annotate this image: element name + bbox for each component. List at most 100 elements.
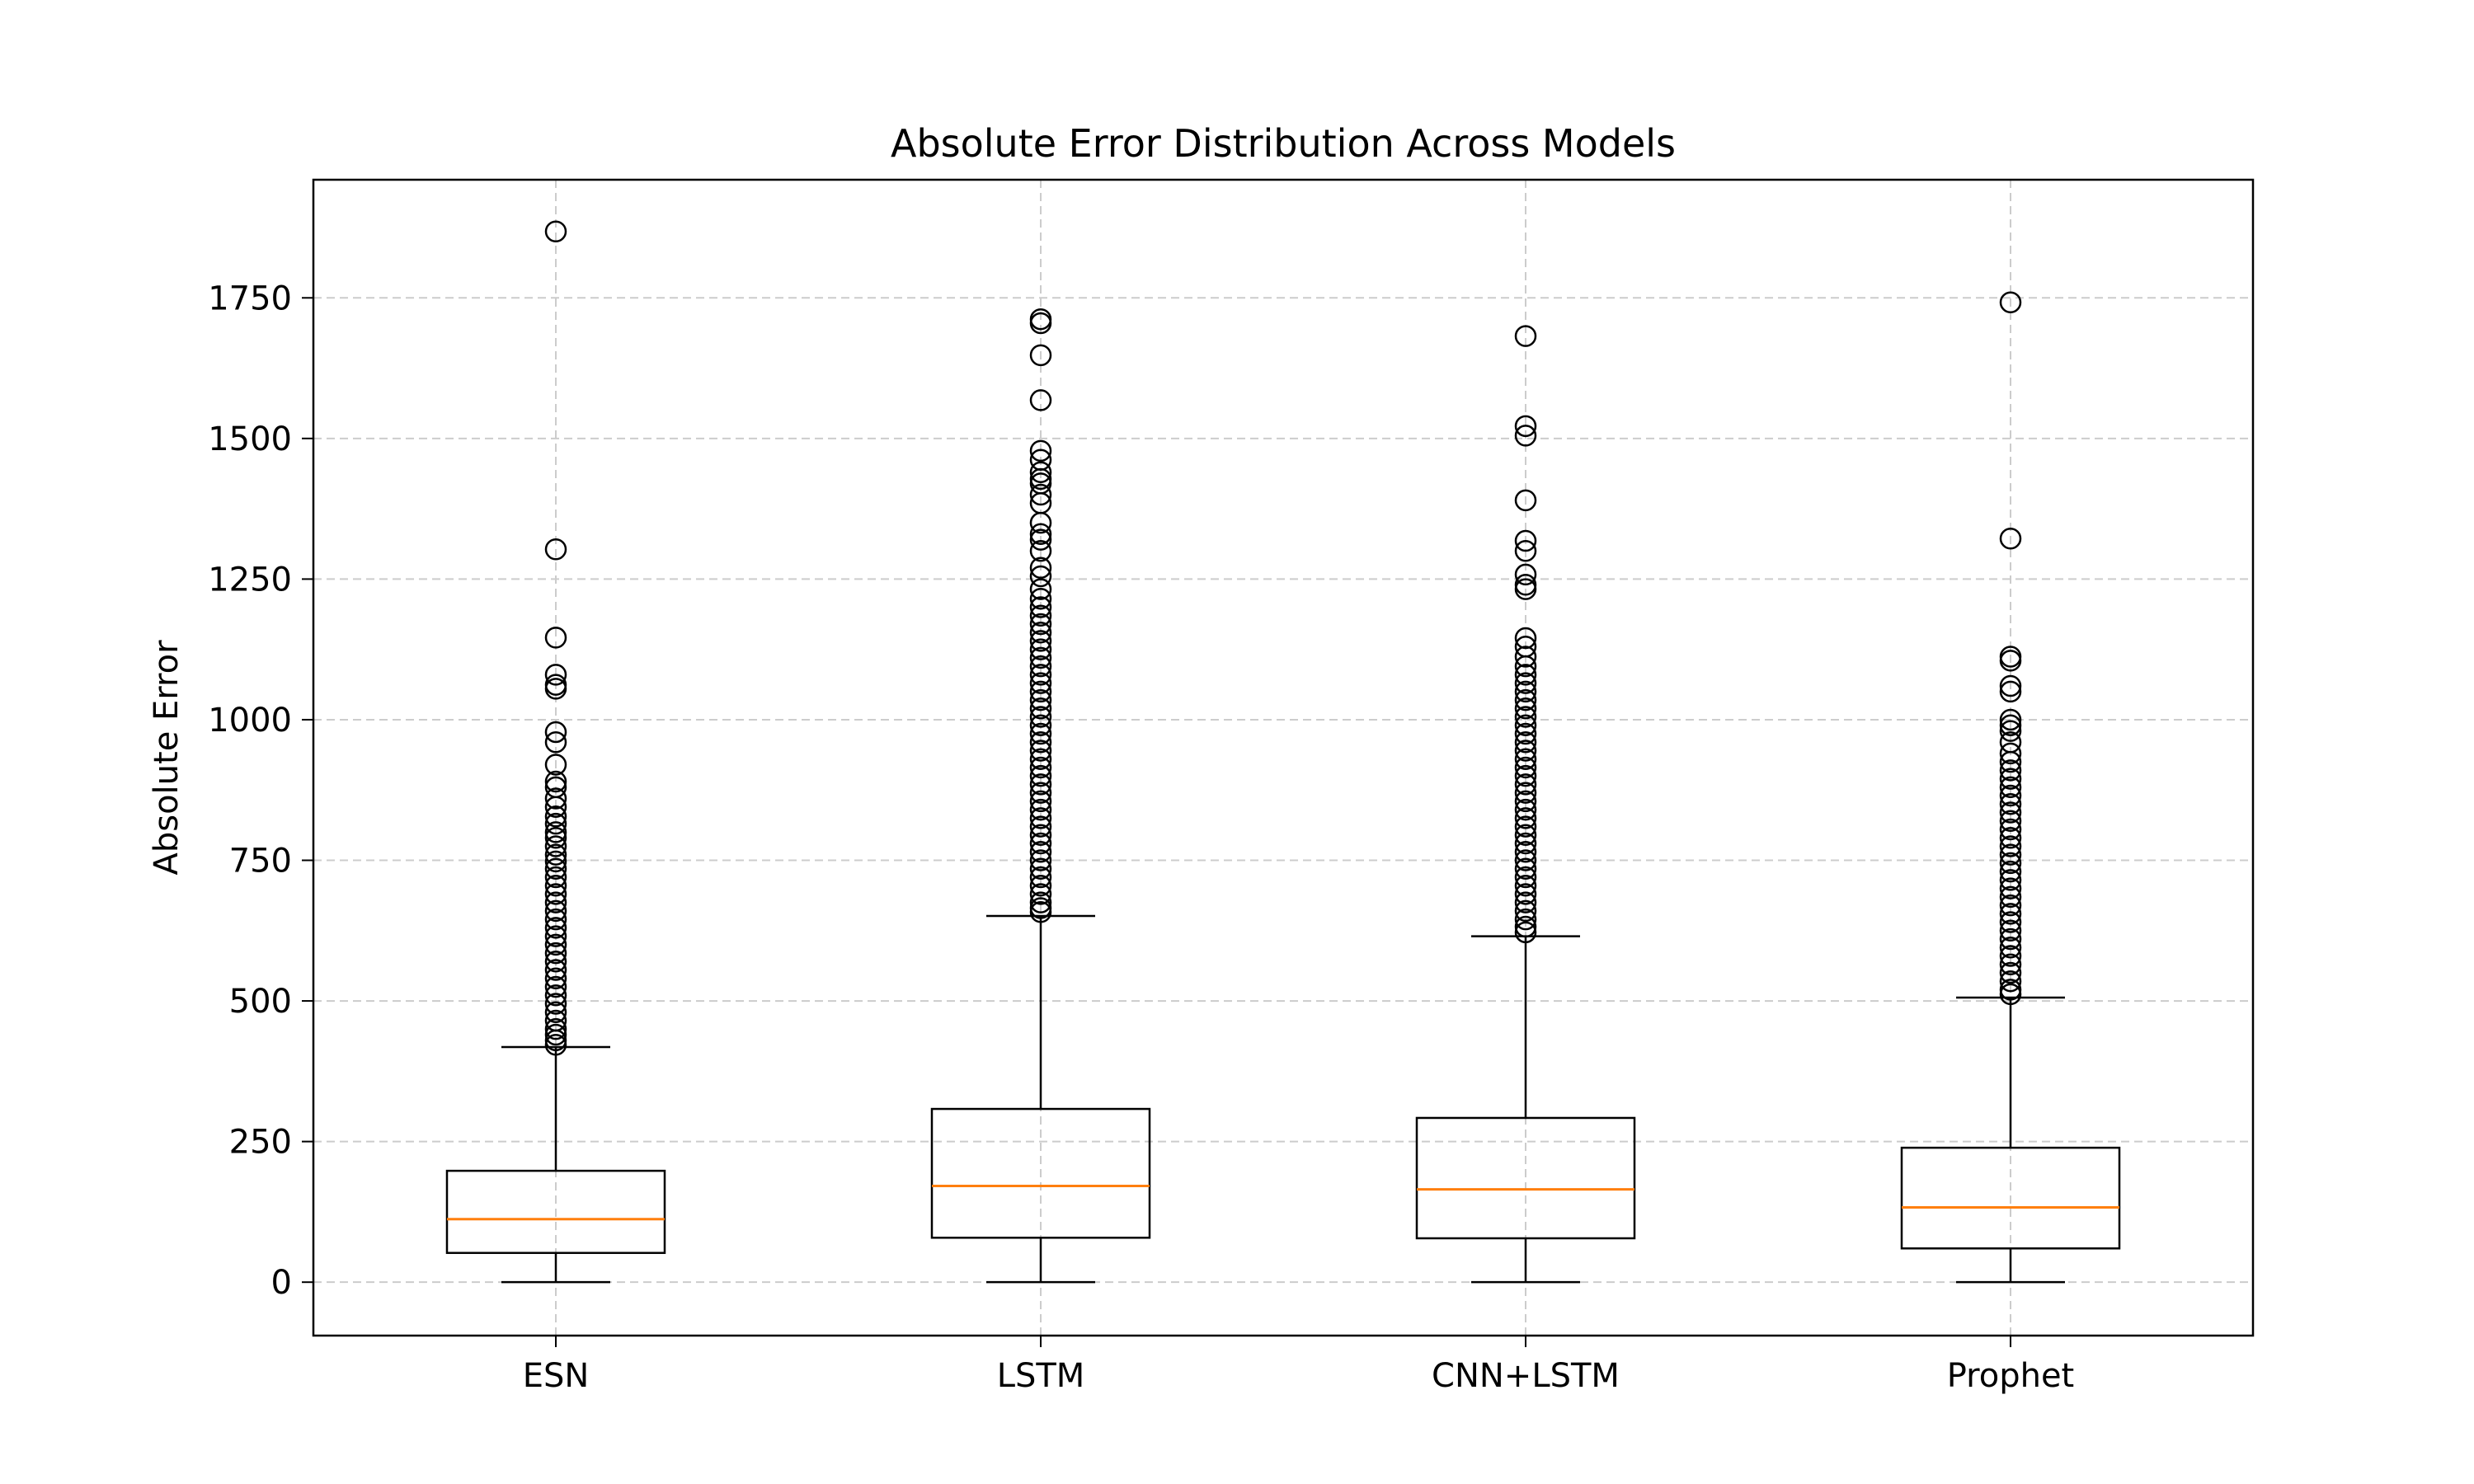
outlier-point [544,866,567,889]
outlier-point [1999,750,2022,773]
outlier-point [544,899,567,923]
outlier-point [1029,604,1052,627]
outlier-point [544,1023,567,1046]
outlier-point [1999,528,2022,550]
outlier-point [544,770,567,793]
outlier-point [1029,764,1052,787]
outlier-point [1029,540,1052,562]
outlier-point [544,984,567,1007]
outlier-point [1999,894,2022,917]
outlier-point [544,678,567,700]
outlier-point [1029,815,1052,838]
x-tick-label: ESN [523,1357,590,1395]
box-group-prophet [1900,291,2121,1284]
outlier-point [544,627,567,649]
outlier-point [1029,613,1052,636]
outlier-point [1029,655,1052,678]
outlier-point [1999,928,2022,951]
box-group-esn [445,220,666,1284]
outlier-point [1029,782,1052,804]
iqr-box [1900,1146,2121,1250]
outlier-point [1999,852,2022,875]
outlier-point [1029,722,1052,745]
outlier-point [1029,578,1052,600]
outlier-point [1999,826,2022,849]
outlier-point [1999,742,2022,765]
outlier-point [1029,646,1052,669]
outlier-point [544,664,567,686]
outlier-point [1514,915,1537,938]
iqr-box [1415,1116,1636,1240]
outlier-point [544,805,567,828]
outlier-point [1029,621,1052,644]
outlier-point [1999,708,2022,731]
outlier-point [1029,849,1052,871]
outlier-point [1514,883,1537,905]
y-tick-label: 250 [229,1124,292,1162]
outlier-point [1029,688,1052,711]
outlier-point [544,883,567,905]
outlier-point [1999,650,2022,672]
outlier-point [1514,764,1537,787]
outlier-point [1029,901,1052,923]
outlier-point [1029,565,1052,588]
outlier-point [1029,790,1052,813]
outlier-point [1999,291,2022,313]
outlier-point [544,821,567,843]
outlier-point [1514,706,1537,728]
y-tick-label: 500 [229,983,292,1021]
outlier-point [1029,748,1052,770]
outlier-point [1029,556,1052,579]
outlier-point [544,796,567,818]
outlier-point [1029,740,1052,762]
outlier-point [1999,835,2022,857]
outlier-point [1999,885,2022,909]
outlier-point [1514,782,1537,804]
outlier-point [544,917,567,939]
outlier-point [1999,869,2022,891]
outlier-point [1029,523,1052,546]
outlier-point [544,1017,567,1040]
outlier-point [1514,646,1537,668]
outlier-point [544,874,567,897]
outlier-point [1514,722,1537,745]
outlier-point [1514,697,1537,720]
y-tick-label: 1250 [208,561,292,599]
outlier-point [1029,588,1052,610]
outlier-point [544,843,567,866]
outlier-point [1514,857,1537,880]
outlier-point [544,721,567,744]
outlier-point [1514,714,1537,737]
outlier-point [1514,815,1537,838]
outlier-point [1999,674,2022,697]
outlier-point [1029,389,1052,411]
outlier-point [544,850,567,873]
outlier-point [1029,312,1052,335]
outlier-point [1514,832,1537,855]
outlier-point [1029,638,1052,660]
outlier-point [1514,489,1537,512]
outlier-point [1514,529,1537,552]
outlier-point [1514,730,1537,754]
outlier-point [1999,810,2022,833]
outlier-point [544,942,567,965]
outlier-point [1999,970,2022,993]
outlier-point [1999,714,2022,737]
outlier-point [544,951,567,973]
outlier-point [1029,841,1052,863]
outlier-point [544,730,567,754]
y-tick-label: 1000 [208,702,292,740]
y-tick-label: 1750 [208,279,292,317]
outlier-point [544,993,567,1015]
outlier-point [1999,843,2022,866]
outlier-point [1999,877,2022,899]
outlier-point [1514,874,1537,897]
outlier-point [1514,540,1537,562]
outlier-point [1029,528,1052,551]
outlier-point [1514,790,1537,813]
outlier-point [1514,899,1537,923]
outlier-point [1999,680,2022,703]
outlier-point [544,754,567,776]
